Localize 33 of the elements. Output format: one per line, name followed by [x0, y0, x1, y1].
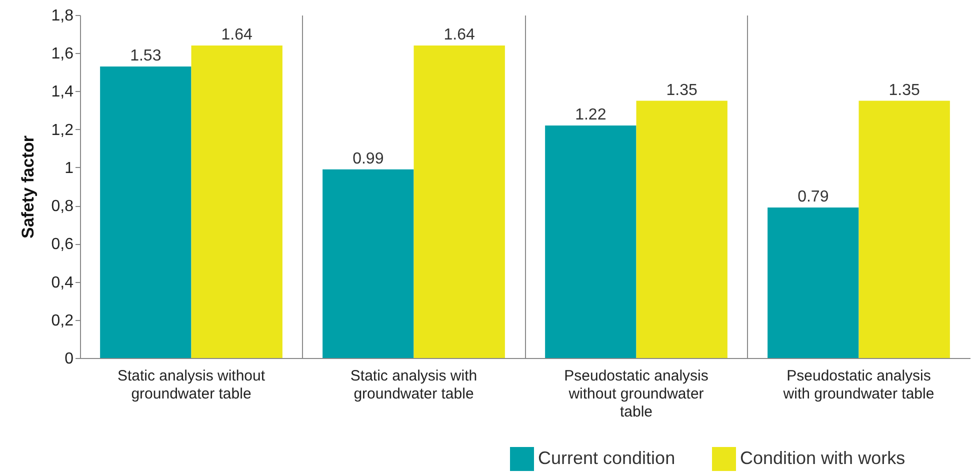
legend-label: Current condition — [538, 448, 676, 468]
legend-label: Condition with works — [740, 448, 906, 468]
x-tick-label: Static analysis without groundwater table — [117, 368, 266, 402]
y-tick-label: 1,8 — [51, 8, 74, 24]
data-label: 1.53 — [130, 47, 162, 64]
x-tick-label: Pseudostatic analysis with groundwater table — [782, 368, 934, 402]
y-tick-label: 1,2 — [51, 122, 74, 139]
bar — [858, 100, 950, 358]
y-tick-label: 0,2 — [51, 312, 74, 330]
bar — [545, 126, 636, 358]
y-axis-title: Safety factor — [18, 135, 38, 238]
bar — [768, 207, 859, 358]
bar — [100, 66, 192, 358]
bar — [322, 169, 414, 358]
y-tick-label: 0 — [64, 350, 74, 368]
data-label: 1.35 — [666, 82, 698, 99]
data-label: 1.35 — [888, 82, 920, 99]
x-tick-label: Static analysis with groundwater table — [350, 368, 478, 402]
data-label: 1.64 — [221, 26, 253, 44]
data-label: 0.99 — [352, 150, 384, 168]
y-tick-label: 0,4 — [51, 274, 74, 292]
y-tick-label: 1,6 — [51, 46, 74, 63]
bar — [191, 45, 282, 358]
y-tick-label: 1 — [64, 160, 74, 177]
data-label: 0.79 — [798, 188, 829, 206]
y-tick-label: 0,6 — [51, 236, 74, 254]
data-label: 1.64 — [444, 26, 476, 44]
x-tick-label: Pseudostatic analysis without groundwater table — [564, 368, 708, 420]
y-tick-label: 1,4 — [51, 84, 74, 101]
bar — [414, 45, 505, 358]
y-tick-label: 0,8 — [51, 198, 74, 216]
data-label: 1.22 — [575, 106, 606, 124]
bar — [636, 100, 728, 358]
